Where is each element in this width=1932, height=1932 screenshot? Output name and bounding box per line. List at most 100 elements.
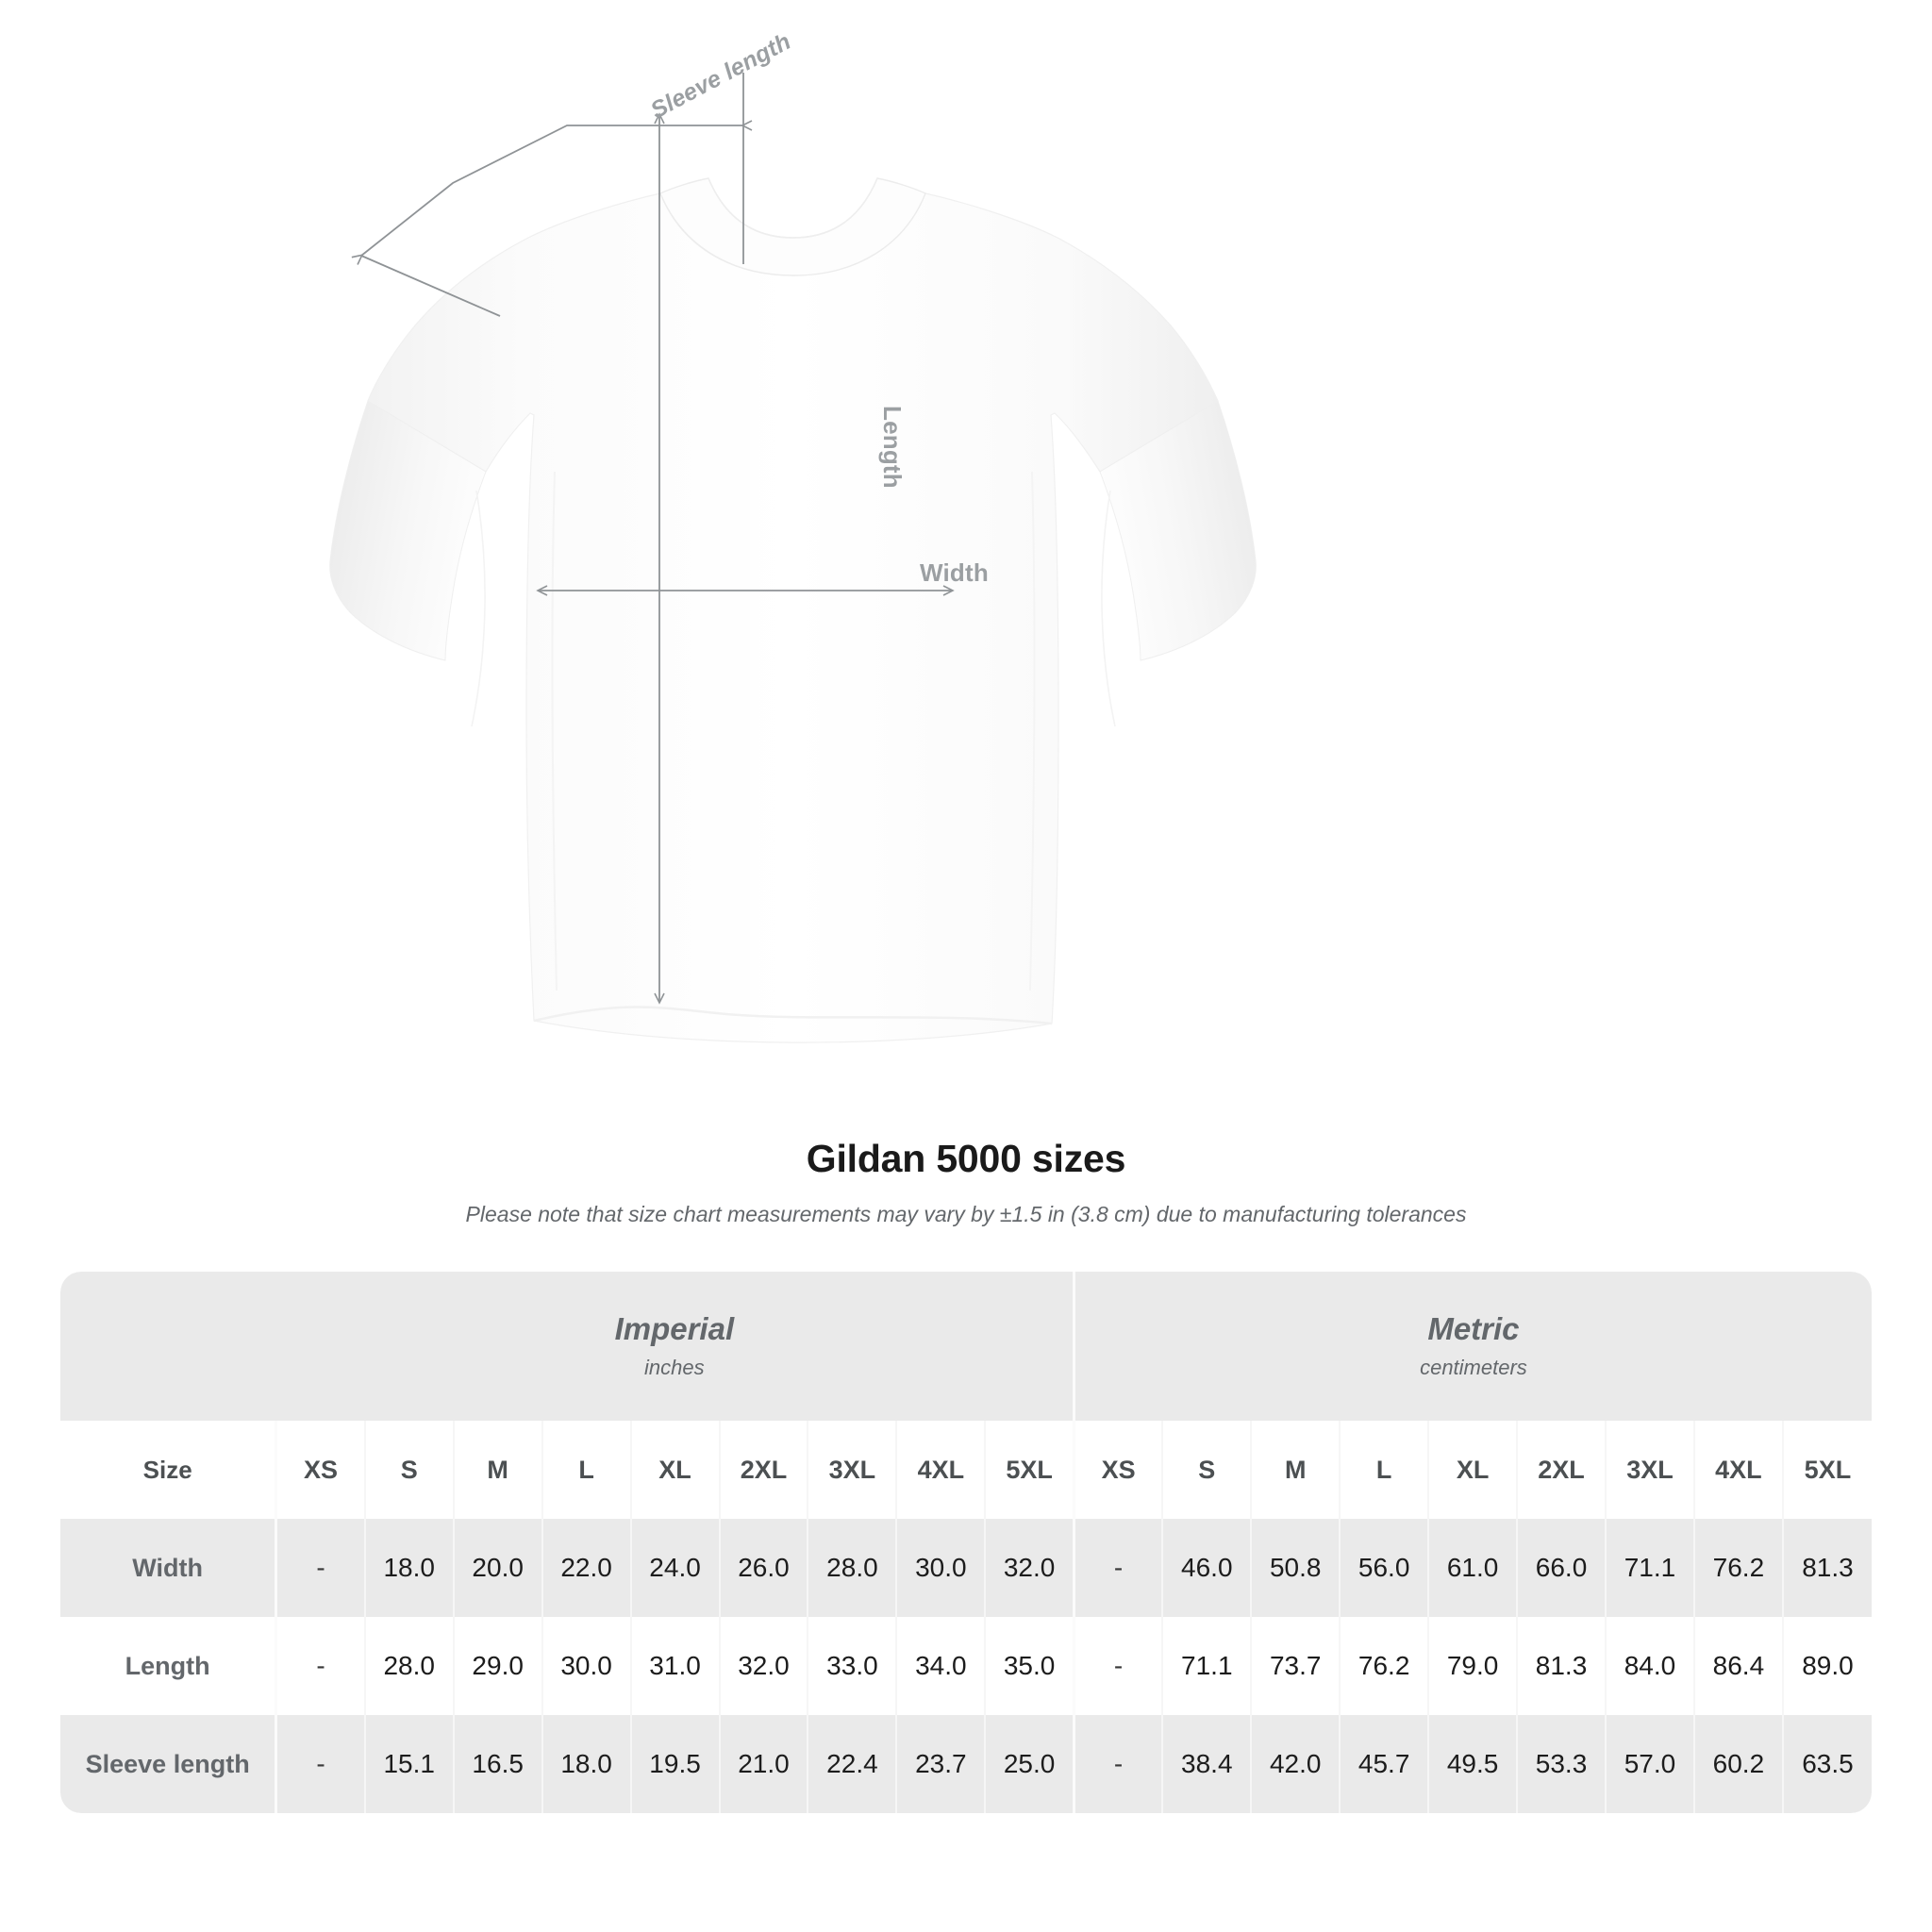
cell-sleeve-length-imperial-2xl-text: 21.0	[738, 1749, 790, 1778]
cell-length-metric-3xl-text: 84.0	[1624, 1651, 1676, 1680]
cell-width-imperial-m-text: 20.0	[472, 1553, 524, 1582]
cell-width-imperial-5xl-text: 32.0	[1003, 1553, 1056, 1582]
cell-width-imperial-l: 22.0	[541, 1519, 631, 1617]
cell-sleeve-length-imperial-5xl: 25.0	[984, 1715, 1074, 1813]
tolerance-note: Please note that size chart measurements…	[465, 1202, 1467, 1226]
cell-width-metric-5xl: 81.3	[1781, 1519, 1872, 1617]
cell-width-imperial-xs-text: -	[316, 1553, 325, 1582]
cell-sleeve-length-metric-5xl: 63.5	[1781, 1715, 1872, 1813]
cell-length-metric-xl-text: 79.0	[1446, 1651, 1499, 1680]
cell-width-imperial-l-text: 22.0	[560, 1553, 612, 1582]
cell-sleeve-length-metric-2xl: 53.3	[1516, 1715, 1606, 1813]
cell-length-imperial-s: 28.0	[363, 1617, 454, 1715]
tshirt-body-shape	[329, 177, 1257, 1043]
cell-length-metric-4xl-text: 86.4	[1712, 1651, 1765, 1680]
cell-length-metric-5xl-text: 89.0	[1802, 1651, 1854, 1680]
size-header-imperial-2xl-text: 2XL	[740, 1455, 788, 1484]
cell-length-imperial-3xl: 33.0	[807, 1617, 897, 1715]
size-header-imperial-xl-text: XL	[658, 1455, 691, 1484]
title-block: Gildan 5000 sizes Please note that size …	[0, 1137, 1932, 1227]
cell-sleeve-length-metric-xs: -	[1072, 1715, 1163, 1813]
cell-sleeve-length-imperial-s: 15.1	[363, 1715, 454, 1813]
size-header-imperial-5xl: 5XL	[984, 1421, 1074, 1519]
size-header-metric-l-text: L	[1375, 1455, 1392, 1484]
table-row: Length - 28.0 29.0 30.0 31.0 32.0 33.0 34.0 35.0 -…	[60, 1617, 1872, 1715]
cell-length-imperial-xs: -	[275, 1617, 365, 1715]
width-dimension-label: Width	[920, 558, 989, 587]
size-header-label-text: Size	[142, 1455, 192, 1484]
size-header-metric-2xl-text: 2XL	[1538, 1455, 1585, 1484]
size-header-metric-4xl-text: 4XL	[1715, 1455, 1762, 1484]
size-header-imperial-5xl-text: 5XL	[1006, 1455, 1053, 1484]
cell-sleeve-length-imperial-xl-text: 19.5	[649, 1749, 701, 1778]
cell-width-metric-l-text: 56.0	[1357, 1553, 1410, 1582]
size-header-metric-s: S	[1161, 1421, 1252, 1519]
cell-length-imperial-xl-text: 31.0	[649, 1651, 701, 1680]
page-title: Gildan 5000 sizes	[806, 1137, 1126, 1180]
cell-length-imperial-xs-text: -	[316, 1651, 325, 1680]
cell-length-metric-4xl: 86.4	[1692, 1617, 1783, 1715]
cell-sleeve-length-imperial-3xl: 22.4	[807, 1715, 897, 1813]
cell-length-imperial-l: 30.0	[541, 1617, 631, 1715]
cell-sleeve-length-metric-l: 45.7	[1339, 1715, 1429, 1813]
cell-width-metric-4xl-text: 76.2	[1712, 1553, 1765, 1582]
cell-width-imperial-2xl-text: 26.0	[738, 1553, 790, 1582]
size-header-imperial-l-text: L	[578, 1455, 594, 1484]
cell-sleeve-length-metric-xl: 49.5	[1427, 1715, 1518, 1813]
cell-width-metric-xl-text: 61.0	[1446, 1553, 1499, 1582]
size-header-imperial-3xl: 3XL	[807, 1421, 897, 1519]
cell-sleeve-length-imperial-m-text: 16.5	[472, 1749, 524, 1778]
cell-sleeve-length-imperial-5xl-text: 25.0	[1003, 1749, 1056, 1778]
cell-length-metric-xs: -	[1072, 1617, 1163, 1715]
cell-width-metric-l: 56.0	[1339, 1519, 1429, 1617]
cell-sleeve-length-imperial-2xl: 21.0	[718, 1715, 808, 1813]
cell-sleeve-length-imperial-m: 16.5	[452, 1715, 542, 1813]
table-row: Width - 18.0 20.0 22.0 24.0 26.0 28.0 30.0 32.0 - 4…	[60, 1519, 1872, 1617]
cell-sleeve-length-imperial-l: 18.0	[541, 1715, 631, 1813]
row-header-width-text: Width	[132, 1553, 204, 1582]
size-header-imperial-m-text: M	[487, 1455, 508, 1484]
size-header-imperial-xl: XL	[629, 1421, 720, 1519]
size-header-imperial-3xl-text: 3XL	[828, 1455, 876, 1484]
cell-sleeve-length-metric-m-text: 42.0	[1269, 1749, 1322, 1778]
unit-row-corner-cell	[60, 1272, 276, 1421]
size-header-metric-2xl: 2XL	[1516, 1421, 1606, 1519]
cell-sleeve-length-metric-m: 42.0	[1250, 1715, 1341, 1813]
cell-length-metric-m-text: 73.7	[1269, 1651, 1322, 1680]
size-header-imperial-xs: XS	[275, 1421, 365, 1519]
cell-sleeve-length-metric-2xl-text: 53.3	[1535, 1749, 1588, 1778]
cell-width-metric-s-text: 46.0	[1181, 1553, 1233, 1582]
cell-length-metric-l: 76.2	[1339, 1617, 1429, 1715]
unit-header-metric: Metric centimeters	[1072, 1272, 1872, 1421]
size-header-imperial-2xl: 2XL	[718, 1421, 808, 1519]
row-header-width: Width	[60, 1519, 276, 1617]
row-header-length: Length	[60, 1617, 276, 1715]
size-header-metric-3xl-text: 3XL	[1626, 1455, 1674, 1484]
cell-width-imperial-m: 20.0	[452, 1519, 542, 1617]
cell-sleeve-length-imperial-3xl-text: 22.4	[826, 1749, 878, 1778]
cell-sleeve-length-metric-s: 38.4	[1161, 1715, 1252, 1813]
size-header-metric-xs-text: XS	[1101, 1455, 1136, 1484]
cell-sleeve-length-imperial-l-text: 18.0	[560, 1749, 612, 1778]
cell-width-metric-m-text: 50.8	[1269, 1553, 1322, 1582]
cell-width-imperial-s-text: 18.0	[383, 1553, 435, 1582]
cell-width-imperial-xs: -	[275, 1519, 365, 1617]
unit-name-metric: Metric	[1427, 1310, 1520, 1346]
cell-width-metric-3xl-text: 71.1	[1624, 1553, 1676, 1582]
cell-width-metric-2xl-text: 66.0	[1535, 1553, 1588, 1582]
unit-header-row: Imperial inches Metric centimeters	[60, 1272, 1872, 1421]
cell-length-metric-xs-text: -	[1113, 1651, 1124, 1680]
cell-sleeve-length-metric-xs-text: -	[1113, 1749, 1124, 1778]
unit-sub-imperial: inches	[644, 1356, 705, 1380]
size-header-row: Size XS S M L XL 2XL 3XL 4XL 5XL XS S M L XL 2XL 3XL 4XL 5…	[60, 1421, 1872, 1519]
cell-length-imperial-s-text: 28.0	[383, 1651, 435, 1680]
size-header-imperial-s-text: S	[400, 1455, 418, 1484]
cell-length-imperial-l-text: 30.0	[560, 1651, 612, 1680]
size-header-imperial-s: S	[363, 1421, 454, 1519]
cell-sleeve-length-metric-s-text: 38.4	[1181, 1749, 1233, 1778]
size-header-imperial-l: L	[541, 1421, 631, 1519]
size-header-label: Size	[60, 1421, 276, 1519]
size-table-container: Imperial inches Metric centimeters Size XS S M L…	[60, 1272, 1872, 1813]
tshirt-illustration	[329, 73, 1257, 1043]
size-header-metric-4xl: 4XL	[1692, 1421, 1783, 1519]
